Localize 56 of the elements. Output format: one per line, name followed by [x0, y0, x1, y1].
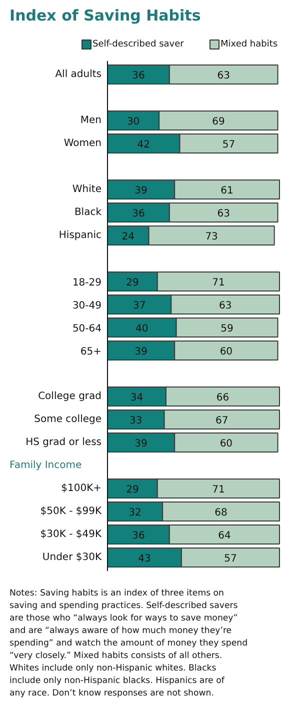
data-label: 39	[134, 438, 148, 450]
y-tick-label: Women	[64, 138, 102, 149]
text: Notes: Saving habits is an index of three items on saving and spending practices. Self-described savers are those who “always look for ways to save money” and are “always aware of how much money they’re spending” and watch the amount of money they spend “very closely.” Mixed habits consists of all others. Whites include only non-Hispanic whites. Blacks include only non-Hispanic blacks. Hispanics are of any race. Don’t know responses are not shown.	[10, 588, 248, 698]
y-tick-label: $30K - $49K	[40, 529, 102, 540]
data-label: 40	[136, 324, 148, 334]
y-tick-label: Under $30K	[42, 552, 102, 563]
data-label: 34	[130, 392, 144, 404]
y-tick-label: Men	[80, 115, 102, 126]
data-label: 67	[216, 416, 228, 426]
data-label: 32	[128, 508, 142, 518]
y-tick-label: $100K+	[61, 483, 102, 494]
data-label: 59	[220, 324, 234, 334]
data-label: 63	[217, 70, 230, 82]
data-label: 39	[134, 186, 148, 196]
y-tick-label: White	[72, 184, 102, 195]
data-label: 64	[218, 530, 231, 542]
data-label: 29	[126, 484, 139, 496]
data-label: 73	[205, 232, 218, 242]
data-label: 43	[138, 554, 151, 564]
data-label: 36	[132, 70, 145, 82]
legend-label: Self-described saver	[92, 40, 184, 50]
y-tick-label: College grad	[38, 391, 102, 402]
y-tick-label: Hispanic	[58, 230, 102, 241]
y-tick-label: All adults	[55, 69, 102, 80]
data-label: 29	[126, 278, 139, 288]
data-label: 57	[222, 140, 236, 150]
y-tick-label: 65+	[80, 346, 102, 358]
y-tick-label: $50K - $99K	[40, 506, 102, 517]
data-label: 36	[132, 208, 145, 220]
y-tick-label: 30-49	[72, 300, 102, 312]
y-tick-label: HS grad or less	[26, 437, 102, 448]
data-label: 42	[137, 140, 150, 150]
data-label: 36	[132, 530, 145, 542]
data-label: 63	[217, 208, 230, 220]
text: Family Income	[10, 460, 82, 471]
data-label: 63	[218, 300, 232, 312]
data-label: 60	[220, 346, 233, 358]
data-label: 37	[132, 300, 146, 312]
legend-label: Mixed habits	[220, 40, 278, 50]
chart-title: Index of Saving Habits	[10, 6, 201, 24]
data-label: 71	[212, 484, 225, 496]
y-tick-label: 50-64	[72, 324, 102, 334]
data-label: 30	[126, 116, 140, 128]
y-tick-label: 18-29	[72, 278, 102, 288]
data-label: 69	[212, 116, 225, 128]
y-tick-label: Black	[74, 207, 102, 218]
data-label: 66	[216, 392, 230, 404]
data-label: 57	[224, 554, 237, 564]
data-label: 33	[130, 416, 142, 426]
data-label: 60	[220, 438, 233, 450]
data-label: 39	[134, 346, 148, 358]
data-label: 68	[214, 508, 228, 518]
data-label: 61	[220, 186, 234, 196]
data-label: 71	[212, 278, 225, 288]
data-label: 24	[122, 232, 135, 242]
y-tick-label: Some college	[34, 414, 102, 425]
